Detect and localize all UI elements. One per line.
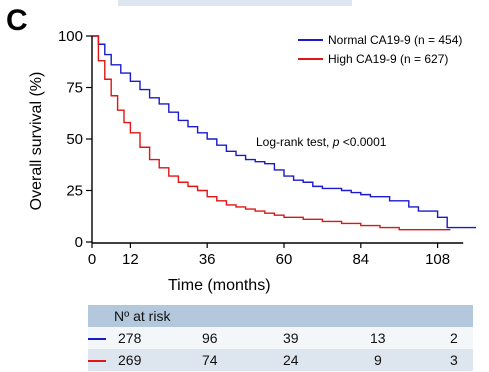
at-risk-line-normal xyxy=(88,338,106,340)
at-risk-row-normal: 278 96 39 13 2 xyxy=(88,327,473,349)
x-axis-ticks: 0 12 36 60 84 108 xyxy=(88,243,450,268)
x-tick-label: 84 xyxy=(352,251,369,268)
annotation-suffix: <0.0001 xyxy=(339,135,386,149)
series-line-normal xyxy=(92,35,476,229)
km-plot: 0 12 36 60 84 108 0 25 50 75 100 Time (months) Ov… xyxy=(28,28,476,294)
top-banner-strip xyxy=(118,0,352,6)
series-layer xyxy=(92,35,476,231)
at-risk-table: Nº at risk 278 96 39 13 2 269 74 24 9 3 xyxy=(88,305,473,371)
at-risk-cell: 74 xyxy=(202,352,218,368)
y-tick-label: 25 xyxy=(66,183,83,200)
y-tick-label: 100 xyxy=(58,28,83,45)
y-tick-label: 75 xyxy=(66,80,83,97)
y-tick-label: 50 xyxy=(66,131,83,148)
x-tick-label: 108 xyxy=(425,251,450,268)
annotation-p: p xyxy=(332,135,340,149)
at-risk-cell: 13 xyxy=(370,330,386,346)
log-rank-annotation: Log-rank test, p <0.0001 xyxy=(256,135,387,149)
at-risk-cell: 269 xyxy=(118,352,142,368)
legend-label-high: High CA19-9 (n = 627) xyxy=(328,52,448,66)
legend: Normal CA19-9 (n = 454) High CA19-9 (n =… xyxy=(298,33,462,66)
at-risk-cell: 9 xyxy=(374,352,382,368)
at-risk-header: Nº at risk xyxy=(88,305,473,327)
at-risk-cell: 3 xyxy=(450,352,458,368)
at-risk-row-high: 269 74 24 9 3 xyxy=(88,349,473,371)
at-risk-cell: 96 xyxy=(202,330,218,346)
at-risk-line-high xyxy=(88,360,106,362)
y-axis-label: Overall survival (%) xyxy=(28,72,45,211)
y-tick-label: 0 xyxy=(75,234,83,251)
at-risk-cell: 24 xyxy=(283,352,299,368)
annotation-prefix: Log-rank test, xyxy=(256,135,333,149)
x-tick-label: 0 xyxy=(88,251,96,268)
panel-label: C xyxy=(6,4,28,37)
x-tick-label: 36 xyxy=(199,251,216,268)
at-risk-cell: 39 xyxy=(283,330,299,346)
x-tick-label: 12 xyxy=(122,251,139,268)
legend-label-normal: Normal CA19-9 (n = 454) xyxy=(328,33,462,47)
at-risk-cell: 2 xyxy=(450,330,458,346)
x-axis-label: Time (months) xyxy=(168,277,271,294)
series-line-high xyxy=(92,35,451,231)
y-axis-ticks: 0 25 50 75 100 xyxy=(58,28,92,251)
plot-area: 0 12 36 60 84 108 0 25 50 75 100 xyxy=(58,28,476,268)
at-risk-cell: 278 xyxy=(118,330,142,346)
x-tick-label: 60 xyxy=(276,251,293,268)
